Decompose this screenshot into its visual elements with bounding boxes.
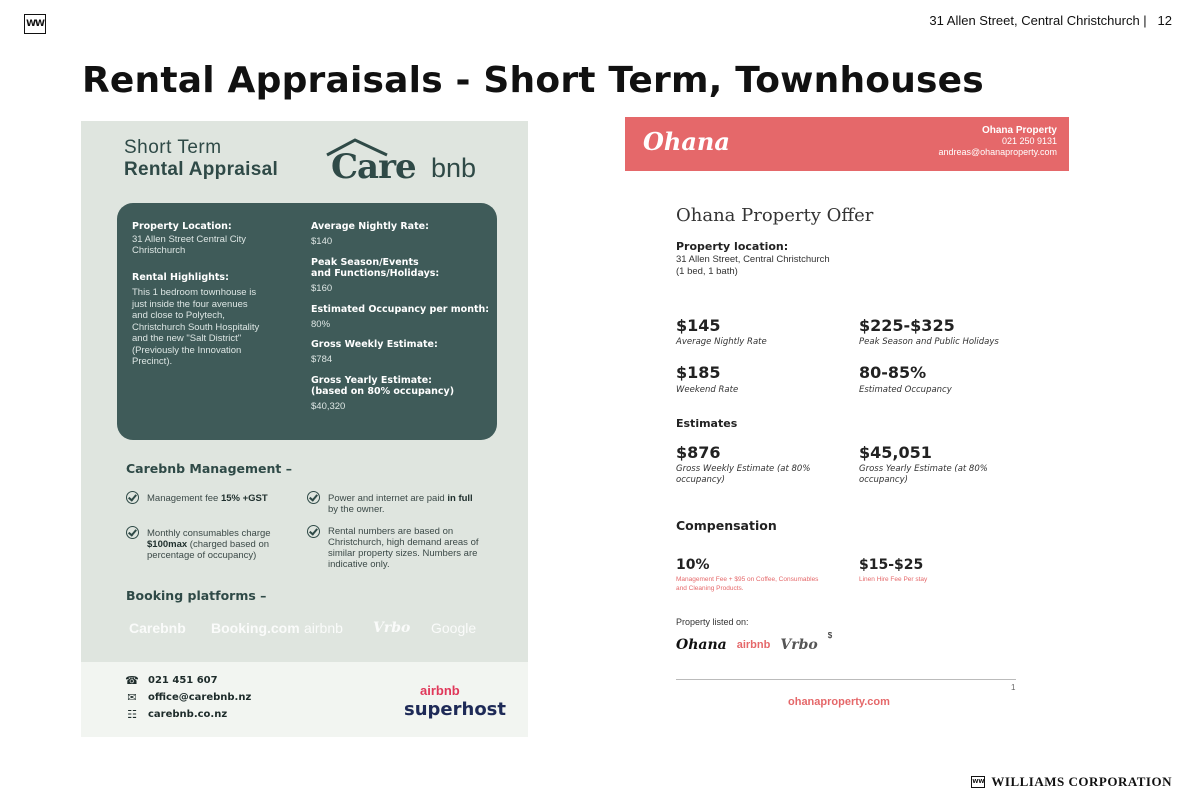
platform-carebnb: Carebnb [129, 620, 186, 636]
listed-ohana: Ohana [676, 637, 727, 653]
ohana-occupancy-value: 80-85% [859, 363, 927, 382]
yearly-value: $40,320 [311, 401, 346, 412]
ohana-nightly-value: $145 [676, 316, 721, 335]
ohana-location-label: Property location: [676, 240, 789, 253]
peak-label-2: and Functions/Holidays: [311, 268, 440, 279]
location-line2: Christchurch [132, 245, 186, 256]
peak-value: $160 [311, 283, 333, 294]
williams-mini-logo: WW [971, 776, 986, 788]
ohana-weekly-label: Gross Weekly Estimate (at 80% occupancy) [676, 464, 811, 485]
ohana-fee-value: 10% [676, 557, 710, 573]
ohana-doc-page: 1 [1011, 683, 1016, 692]
platform-booking: Booking.com [211, 620, 300, 636]
location-label: Property Location: [132, 221, 232, 232]
platform-vrbo: Vrbo [373, 620, 411, 636]
williams-logo: WW [24, 14, 46, 34]
ohana-listed-label: Property listed on: [676, 617, 749, 627]
ohana-url: ohanaproperty.com [788, 696, 890, 708]
carebnb-appraisal: Short Term Rental Appraisal Care bnb Pro… [81, 121, 528, 737]
management-item-consumables: Monthly consumables charge $100max (char… [147, 528, 271, 561]
weekly-label: Gross Weekly Estimate: [311, 339, 438, 350]
ohana-listed-logos: Ohana airbnb Vrbo $ [676, 631, 832, 654]
highlights-label: Rental Highlights: [132, 272, 229, 283]
listed-dollar: $ [827, 630, 833, 640]
ohana-yearly-value: $45,051 [859, 443, 932, 462]
listed-vrbo: Vrbo [780, 637, 818, 653]
management-item-fee: Management fee 15% +GST [147, 493, 268, 504]
contact-phone: ☎ 021 451 607 [125, 674, 218, 687]
page-number: 12 [1157, 13, 1172, 28]
ohana-fee-note: Management Fee + $95 on Coffee, Consumab… [676, 576, 819, 592]
platform-airbnb: airbnb [304, 620, 343, 636]
carebnb-logo-care: Care [331, 147, 417, 187]
weekly-value: $784 [311, 354, 333, 365]
check-icon [307, 525, 320, 538]
contact-email: ✉ office@carebnb.nz [125, 691, 251, 704]
phone-icon: ☎ [125, 674, 139, 687]
ohana-compensation-heading: Compensation [676, 518, 777, 533]
highlights-text: This 1 bedroom townhouse is just inside … [132, 287, 260, 367]
yearly-label-1: Gross Yearly Estimate: [311, 375, 432, 386]
company-name: WILLIAMS CORPORATION [991, 774, 1172, 789]
ohana-peak-label: Peak Season and Public Holidays [859, 337, 999, 347]
roof-icon [326, 138, 388, 157]
superhost-badge: airbnb superhost [404, 683, 506, 720]
header-address: 31 Allen Street, Central Christchurch | … [929, 13, 1172, 28]
carebnb-contact-footer [81, 662, 528, 737]
booking-heading: Booking platforms – [126, 588, 267, 603]
contact-web: ☷ carebnb.co.nz [125, 708, 227, 721]
occupancy-value: 80% [311, 319, 331, 330]
management-item-power: Power and internet are paid in full by t… [328, 493, 473, 515]
williams-corporation-footer: WW WILLIAMS CORPORATION [971, 774, 1172, 790]
nightly-rate-value: $140 [311, 236, 333, 247]
occupancy-label: Estimated Occupancy per month: [311, 304, 490, 315]
ohana-occupancy-label: Estimated Occupancy [859, 385, 952, 395]
management-item-disclaimer: Rental numbers are based on Christchurch… [328, 526, 479, 570]
nightly-rate-label: Average Nightly Rate: [311, 221, 429, 232]
check-icon [126, 526, 139, 539]
ohana-weekend-value: $185 [676, 363, 721, 382]
carebnb-heading-line1: Short Term [124, 137, 222, 158]
globe-icon: ☷ [127, 708, 137, 721]
ohana-yearly-label: Gross Yearly Estimate (at 80% occupancy) [859, 464, 988, 485]
appraisal-summary-card: Property Location: 31 Allen Street Centr… [117, 203, 497, 440]
ohana-weekly-value: $876 [676, 443, 721, 462]
ohana-contact: Ohana Property 021 250 9131 andreas@ohan… [938, 125, 1057, 157]
ohana-logo: Ohana [643, 127, 730, 156]
location-line1: 31 Allen Street Central City [132, 234, 247, 245]
ohana-linen-value: $15-$25 [859, 557, 924, 573]
badge-superhost: superhost [404, 699, 506, 720]
mail-icon: ✉ [127, 691, 137, 704]
check-icon [126, 491, 139, 504]
ohana-footer-divider [676, 679, 1016, 680]
carebnb-heading-line2: Rental Appraisal [124, 159, 279, 180]
page-title: Rental Appraisals - Short Term, Townhous… [82, 60, 984, 101]
peak-label-1: Peak Season/Events [311, 257, 419, 268]
ohana-peak-value: $225-$325 [859, 316, 955, 335]
listed-airbnb: airbnb [736, 639, 771, 651]
carebnb-logo-bnb: bnb [431, 153, 477, 183]
platform-google: Google [431, 620, 477, 636]
check-icon [307, 491, 320, 504]
ohana-estimates-heading: Estimates [676, 417, 738, 430]
yearly-label-2: (based on 80% occupancy) [311, 386, 455, 397]
ohana-location: 31 Allen Street, Central Christchurch (1 … [676, 254, 830, 277]
ohana-nightly-label: Average Nightly Rate [676, 337, 767, 347]
ohana-linen-note: Linen Hire Fee Per stay [859, 576, 928, 583]
ohana-offer-title: Ohana Property Offer [676, 205, 874, 226]
management-heading: Carebnb Management – [126, 461, 293, 476]
badge-airbnb: airbnb [420, 683, 460, 698]
ohana-header-bar: Ohana Ohana Property 021 250 9131 andrea… [625, 117, 1069, 171]
ohana-weekend-label: Weekend Rate [676, 385, 739, 395]
